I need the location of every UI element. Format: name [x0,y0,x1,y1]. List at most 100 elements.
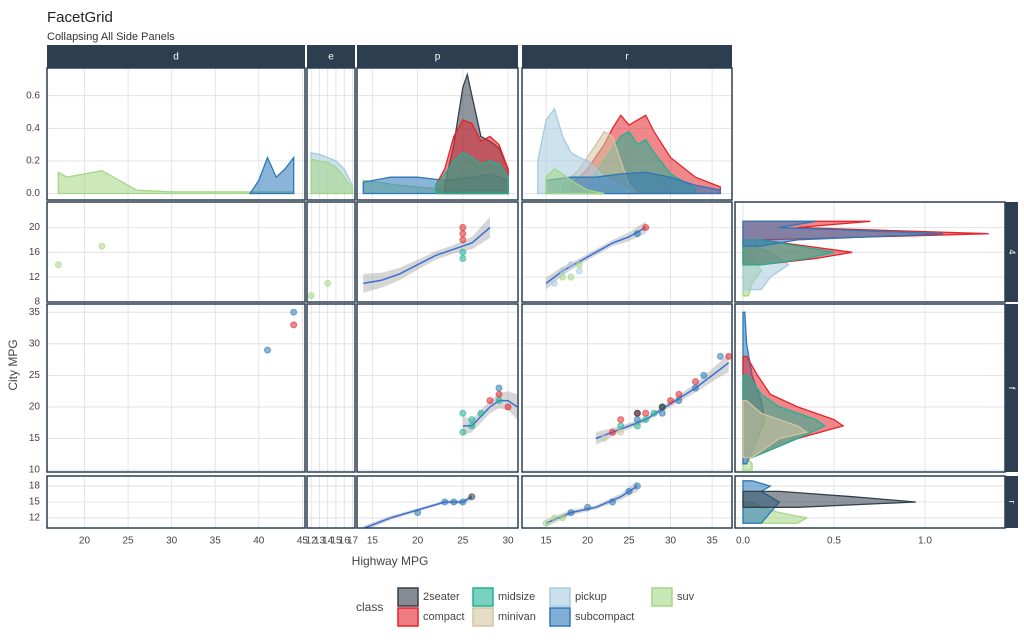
panel-background [47,304,305,472]
point [608,498,616,506]
legend-key [472,607,494,627]
x-tick-label: 1.0 [918,536,932,547]
panel-border [306,475,356,529]
y-tick-label: 20 [29,402,41,413]
point [290,321,298,329]
y-tick-label: 10 [29,465,41,476]
panel-border [356,201,519,303]
y-tick-label: 0.2 [26,156,40,167]
point [633,230,641,238]
x-tick-label: 35 [210,536,222,547]
panel [735,202,1005,302]
point [667,397,675,405]
point [504,403,512,411]
y-tick-label: 20 [29,222,41,233]
point [414,509,422,517]
column-strip-label: p [435,52,441,63]
y-tick-label: 15 [29,497,41,508]
panel-background [307,304,355,472]
point [550,514,558,522]
point [550,279,558,287]
legend-key [397,587,419,607]
point [459,255,467,263]
point [495,397,503,405]
point [486,397,494,405]
x-tick-label: 13 [314,536,326,547]
y-tick-label: 8 [34,297,40,308]
smooth-line [363,226,491,285]
row-strip-label: f [1007,387,1017,390]
point [617,422,625,430]
point [575,261,583,269]
y-tick-label: 35 [29,307,41,318]
legend-title: class [356,600,383,614]
legend-label: suv [677,591,695,603]
point [642,409,650,417]
point [459,236,467,244]
panel [357,476,518,528]
x-tick-label: 20 [412,536,424,547]
panel [522,304,732,472]
point [633,422,641,430]
column-strip-label: d [173,52,179,63]
x-tick-label: 0.5 [827,536,841,547]
panel-border [306,201,356,303]
point [725,352,732,360]
panel-border [521,303,733,473]
panel [307,304,355,472]
point [625,487,633,495]
legend-label: midsize [498,591,535,603]
legend-key [397,607,419,627]
confidence-band [595,353,729,445]
chart-title: FacetGrid [47,9,113,26]
point [495,390,503,398]
column-strip [357,45,518,68]
panel-border [46,201,306,303]
point [650,409,658,417]
x-axis-label: Highway MPG [352,554,429,568]
y-tick-label: 25 [29,370,41,381]
legend-label: subcompact [575,611,634,623]
chart-subtitle: Collapsing All Side Panels [47,31,175,43]
density-area [742,399,809,459]
panel [735,476,1005,528]
point [559,267,567,275]
panel [522,68,732,200]
x-tick-label: 15 [367,536,379,547]
legend-label: minivan [498,611,536,623]
panel [735,304,1005,472]
y-tick-label: 0.6 [26,90,40,101]
panel-border [46,67,306,201]
point [658,403,666,411]
density-area [248,155,295,195]
point [98,242,106,250]
panel-border [356,67,519,201]
density-area [545,168,605,195]
x-tick-label: 25 [122,536,134,547]
x-tick-label: 20 [79,536,91,547]
legend-key [651,587,673,607]
point [567,509,575,517]
point [675,390,683,398]
legend-key [549,587,571,607]
point [324,279,332,287]
x-tick-label: 40 [253,536,265,547]
point [642,223,650,231]
x-tick-label: 25 [624,536,636,547]
point [459,223,467,231]
point [716,352,724,360]
panel-border [521,475,733,529]
point [559,273,567,281]
panel [357,304,518,472]
x-tick-label: 17 [347,536,359,547]
panel-border [306,303,356,473]
point [559,514,567,522]
x-tick-label: 20 [582,536,594,547]
panel [307,68,355,200]
panel-background [357,304,518,472]
point [542,519,550,527]
panel [47,476,305,528]
point [567,261,575,269]
point [468,416,476,424]
point [459,409,467,417]
